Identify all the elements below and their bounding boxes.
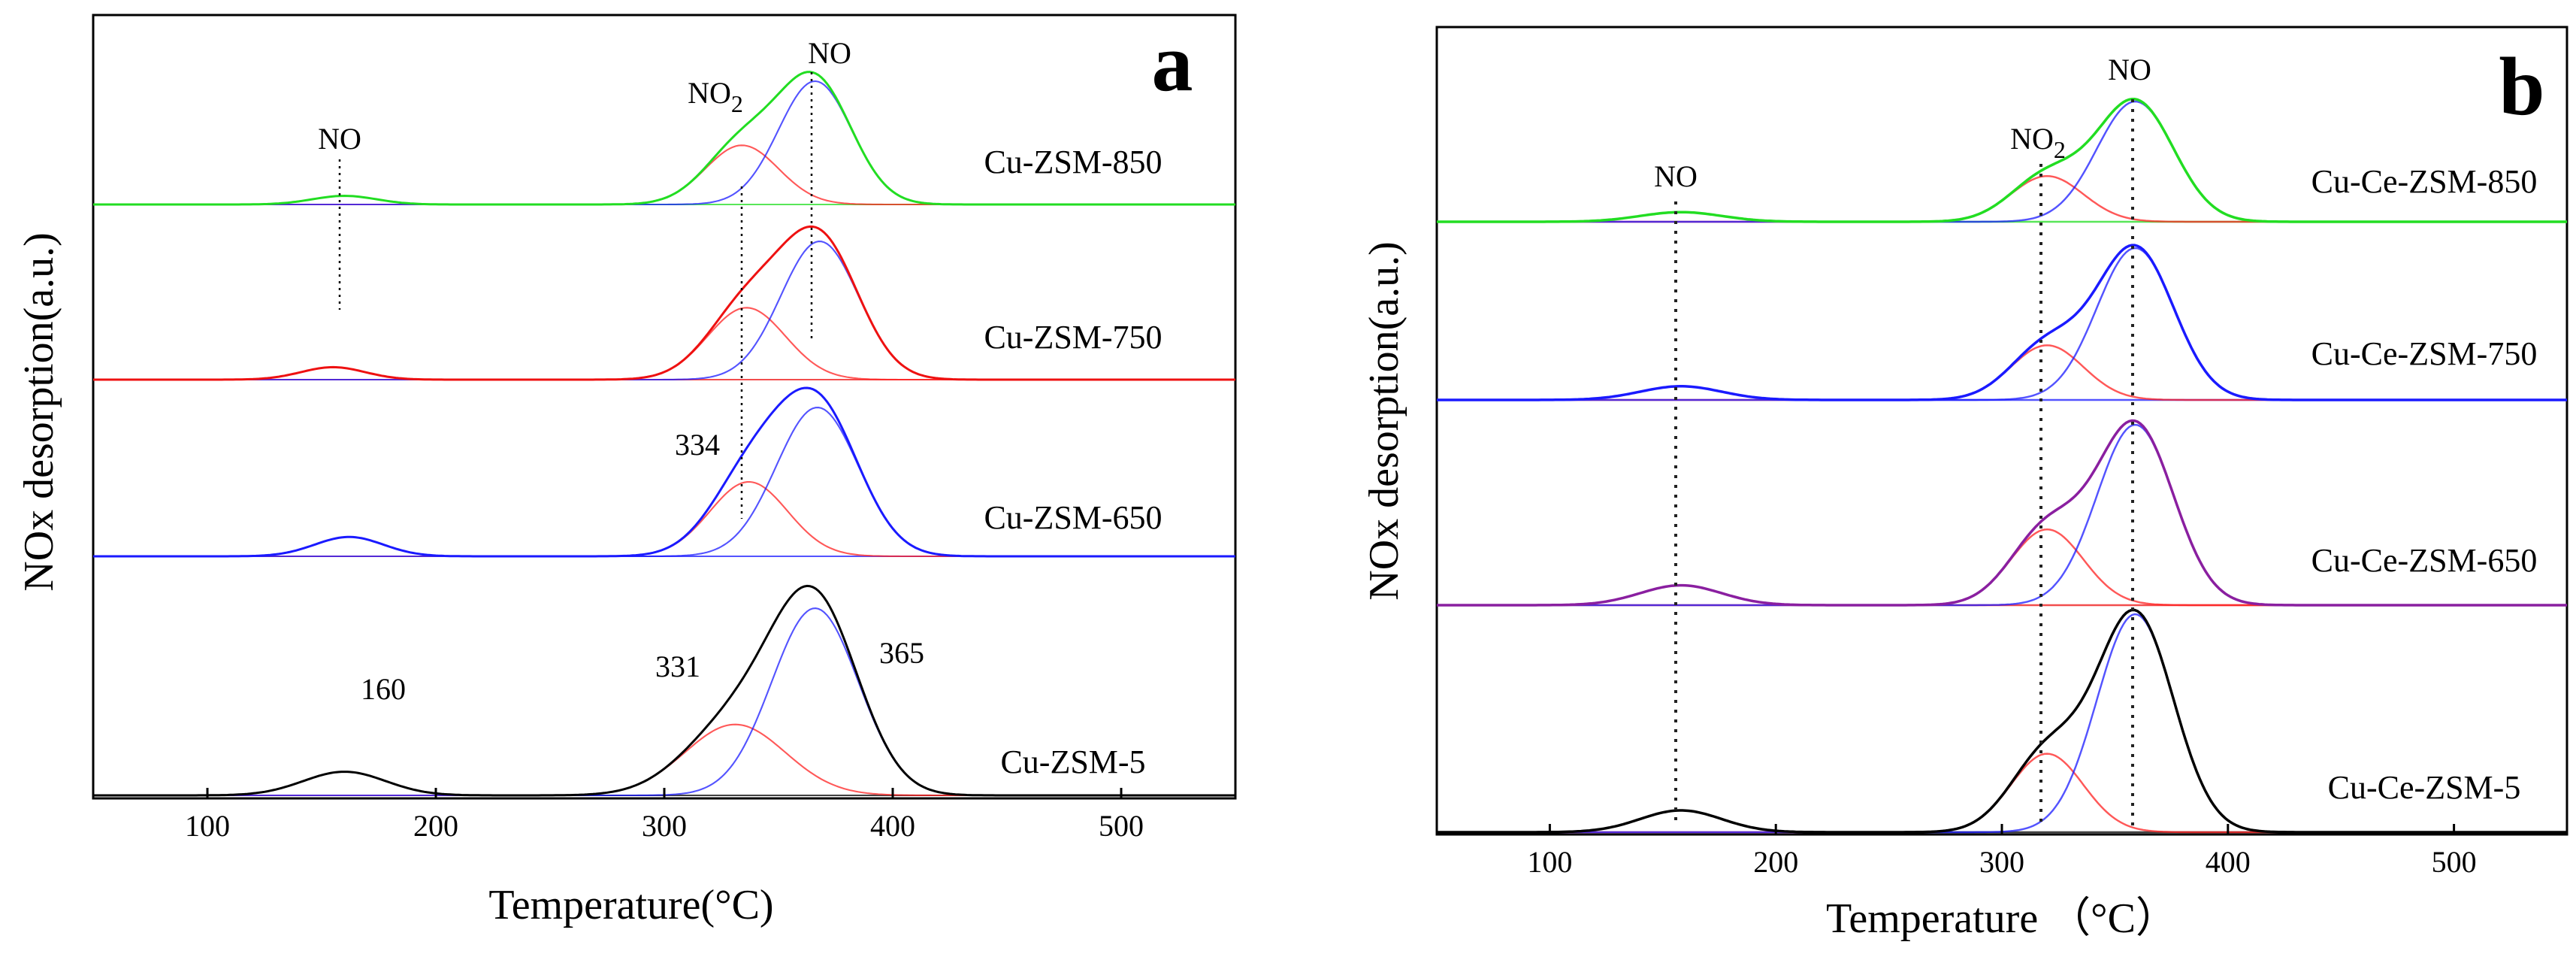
panel-a-x-tick-label: 100	[185, 809, 230, 843]
panel-a-series-line	[93, 386, 1235, 558]
panel-a: 100 200 300 400 500 a Temperature(°C) NOx de…	[16, 14, 1237, 928]
panel-b-x-tick-label: 100	[1527, 845, 1572, 879]
panel-a-peak-annotation: 334	[675, 428, 720, 462]
panel-b-peak-annotation: NO	[1654, 159, 1698, 193]
panel-b-y-axis-label: NOx desorption(a.u.)	[1361, 241, 1407, 600]
panel-b-series-line	[1437, 419, 2567, 607]
panel-b-x-axis-label: Temperature （°C）	[1826, 895, 2178, 942]
panel-a-x-tick-label: 400	[870, 809, 915, 843]
panel-b-curves	[1437, 97, 2567, 834]
panel-a-sample-label: Cu-ZSM-650	[984, 499, 1162, 536]
panel-b-sample-label: Cu-Ce-ZSM-850	[2311, 163, 2538, 200]
panel-a-peak-annotation: NO2	[688, 76, 743, 117]
panel-a-series-line	[93, 225, 1235, 381]
panel-a-series-line	[93, 71, 1235, 206]
panel-b-sample-label: Cu-Ce-ZSM-5	[2328, 769, 2521, 806]
panel-a-sample-label: Cu-ZSM-5	[1000, 743, 1145, 780]
panel-a-label: a	[1152, 17, 1193, 108]
panel-a-peak-annotation: NO	[808, 36, 851, 70]
panel-b-x-tick-label: 500	[2432, 845, 2477, 879]
panel-b-peak-annotation: NO	[2108, 53, 2151, 86]
panel-b-x-tick-label: 300	[1979, 845, 2024, 879]
panel-a-peak-annotation: 365	[879, 636, 924, 670]
panel-b-plot-frame	[1435, 26, 2568, 836]
panel-b: 100 200 300 400 500 b Temperature （°C） NOx d…	[1361, 26, 2568, 942]
panel-a-series-line	[93, 584, 1235, 797]
panel-a-x-axis-label: Temperature(°C)	[488, 882, 773, 928]
panel-a-peak-annotation: NO	[318, 122, 361, 156]
panel-b-component-peak	[1437, 100, 2567, 223]
panel-b-x-tick-label: 400	[2206, 845, 2251, 879]
panel-b-sample-label: Cu-Ce-ZSM-650	[2311, 542, 2538, 579]
panel-b-peak-annotation: NO2	[2010, 122, 2066, 163]
panel-b-series-line	[1437, 608, 2567, 834]
panel-a-sample-label: Cu-ZSM-750	[984, 319, 1162, 356]
panel-a-component-peak	[93, 241, 1235, 381]
panel-a-x-tick-label: 500	[1099, 809, 1144, 843]
panel-b-component-peak	[1437, 247, 2567, 401]
panel-b-x-tick-label: 200	[1753, 845, 1798, 879]
panel-a-component-peak	[93, 80, 1235, 206]
panel-a-x-ticks: 100 200 300 400 500	[185, 788, 1144, 843]
panel-b-label: b	[2499, 41, 2544, 132]
panel-b-series-line	[1437, 97, 2567, 223]
panel-b-x-ticks: 100 200 300 400 500	[1527, 824, 2477, 879]
panel-a-x-tick-label: 300	[642, 809, 687, 843]
panel-a-component-peak	[93, 536, 1235, 558]
panel-b-sample-label: Cu-Ce-ZSM-750	[2311, 335, 2538, 372]
panel-a-x-tick-label: 200	[413, 809, 458, 843]
panel-a-peak-annotation: 331	[655, 650, 700, 683]
panel-b-series-line	[1437, 244, 2567, 401]
panel-a-y-axis-label: NOx desorption(a.u.)	[16, 232, 62, 591]
panel-a-peak-annotation: 160	[361, 672, 406, 706]
panel-a-sample-label: Cu-ZSM-850	[984, 144, 1162, 180]
